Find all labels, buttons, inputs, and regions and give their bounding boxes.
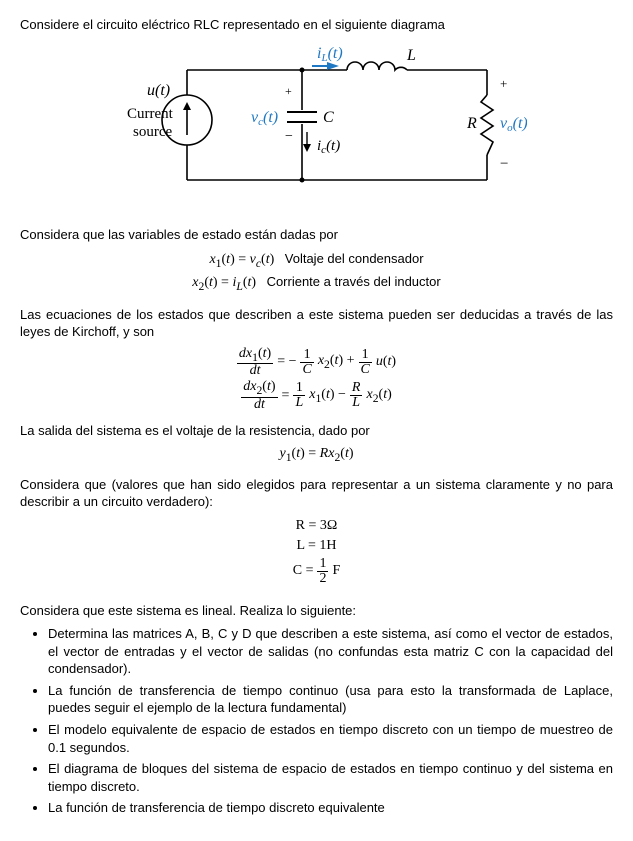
equations-intro: Las ecuaciones de los estados que descri…	[20, 306, 613, 341]
u-label: u(t)	[147, 82, 170, 99]
vo-label: vo(t)	[500, 115, 527, 134]
state-intro: Considera que las variables de estado es…	[20, 226, 613, 244]
vc-label: vc(t)	[251, 109, 278, 128]
tasks-list: Determina las matrices A, B, C y D que d…	[20, 625, 613, 816]
output-equation: y1(t) = Rx2(t)	[20, 445, 613, 466]
task-item: Determina las matrices A, B, C y D que d…	[48, 625, 613, 678]
vo-minus: −	[500, 156, 508, 172]
circuit-diagram-wrap: u(t) Current source + − vc(t) C ic(t) iL…	[20, 40, 613, 210]
task-item: La función de transferencia de tiempo di…	[48, 799, 613, 817]
vo-plus: +	[500, 76, 507, 91]
tasks-intro: Considera que este sistema es lineal. Re…	[20, 602, 613, 620]
page: Considere el circuito eléctrico RLC repr…	[0, 0, 633, 841]
cap-plus: +	[285, 84, 292, 98]
l-label: L	[406, 47, 416, 64]
circuit-diagram: u(t) Current source + − vc(t) C ic(t) iL…	[107, 40, 527, 210]
intro-paragraph: Considere el circuito eléctrico RLC repr…	[20, 16, 613, 34]
current-label: Current	[127, 106, 174, 122]
state-variables: x1(t) = vc(t) Voltaje del condensador x2…	[20, 249, 613, 296]
ic-label: ic(t)	[317, 138, 340, 156]
c-label: C	[323, 109, 334, 126]
task-item: La función de transferencia de tiempo co…	[48, 682, 613, 717]
task-item: El modelo equivalente de espacio de esta…	[48, 721, 613, 756]
source-label: source	[133, 124, 172, 140]
cap-minus: −	[285, 129, 293, 144]
r-label: R	[466, 115, 477, 132]
parameter-values: R = 3Ω L = 1H C = 12 F	[20, 517, 613, 586]
output-intro: La salida del sistema es el voltaje de l…	[20, 422, 613, 440]
state-equations: dx1(t)dt = − 1C x2(t) + 1C u(t) dx2(t)dt…	[20, 347, 613, 412]
params-intro: Considera que (valores que han sido eleg…	[20, 476, 613, 511]
il-label: iL(t)	[317, 45, 343, 64]
task-item: El diagrama de bloques del sistema de es…	[48, 760, 613, 795]
